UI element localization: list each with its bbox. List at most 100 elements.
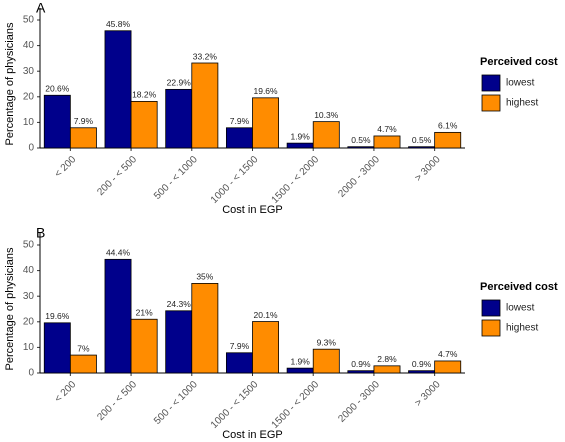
legend-label: highest [506, 98, 538, 109]
data-label: 20.6% [45, 84, 70, 94]
data-label: 44.4% [106, 248, 131, 258]
bar [191, 62, 219, 149]
chart-panel: A Percentage of physicians Cost in EGP 0 10 2… [4, 0, 558, 216]
x-tick-label: < 200 [53, 154, 79, 180]
legend-title: Perceived cost [480, 56, 558, 68]
bar [286, 367, 314, 374]
y-tick-label: 40 [23, 265, 35, 276]
legend-title: Perceived cost [480, 281, 558, 293]
legend-swatch [481, 319, 501, 337]
bar [43, 322, 71, 374]
y-tick-label: 20 [23, 316, 35, 327]
y-tick-label: 10 [23, 342, 35, 353]
data-label: 2.8% [377, 354, 397, 364]
data-label: 0.9% [351, 359, 371, 369]
x-tick-label: 1000 - < 1500 [209, 379, 261, 431]
bar [252, 321, 280, 374]
bar [408, 370, 436, 374]
bar [312, 121, 340, 149]
y-tick-label: 40 [23, 40, 35, 51]
y-axis-title: Percentage of physicians [4, 247, 16, 370]
x-tick-label: 500 - < 1000 [152, 154, 200, 202]
x-tick-label: 200 - < 500 [95, 379, 139, 423]
legend-swatch [481, 74, 501, 92]
data-label: 35% [196, 272, 213, 282]
bar [165, 88, 193, 149]
bar [434, 360, 462, 374]
y-tick-label: 20 [23, 91, 35, 102]
bar [104, 258, 132, 374]
data-label: 4.7% [377, 124, 397, 134]
bar [373, 365, 401, 374]
bar [252, 97, 280, 149]
bar [408, 146, 436, 149]
bar [165, 310, 193, 374]
data-label: 19.6% [45, 311, 70, 321]
bar [312, 348, 340, 374]
data-label: 24.3% [167, 299, 192, 309]
chart-panel: B Percentage of physicians Cost in EGP 0 10 2… [4, 225, 558, 441]
x-tick-label: 500 - < 1000 [152, 379, 200, 427]
bar [104, 30, 132, 149]
data-label: 7.9% [74, 116, 94, 126]
legend-label: lowest [506, 303, 535, 314]
y-tick-label: 0 [28, 143, 34, 154]
data-label: 4.7% [438, 349, 458, 359]
y-tick-label: 0 [28, 368, 34, 379]
data-label: 19.6% [253, 86, 278, 96]
data-label: 1.9% [290, 356, 310, 366]
data-label: 9.3% [317, 337, 337, 347]
data-label: 7.9% [230, 116, 250, 126]
x-tick-label: 200 - < 500 [95, 154, 139, 198]
data-label: 6.1% [438, 121, 458, 131]
panel-label: A [36, 0, 46, 16]
bar [191, 283, 219, 374]
data-label: 22.9% [167, 78, 192, 88]
legend-swatch [481, 94, 501, 112]
data-label: 0.5% [351, 135, 371, 145]
x-axis-title: Cost in EGP [222, 204, 283, 216]
x-tick-label: 1000 - < 1500 [209, 154, 261, 206]
data-label: 1.9% [290, 131, 310, 141]
y-tick-label: 50 [23, 15, 35, 26]
legend-label: lowest [506, 78, 535, 89]
data-label: 7% [77, 343, 90, 353]
bar [225, 352, 253, 374]
y-tick-label: 10 [23, 117, 35, 128]
legend-swatch [481, 299, 501, 317]
data-label: 0.9% [412, 359, 432, 369]
x-tick-label: 1500 - < 2000 [270, 379, 322, 431]
x-tick-label: > 3000 [413, 154, 443, 184]
data-label: 0.5% [412, 135, 432, 145]
bar [69, 354, 97, 374]
x-axis-title: Cost in EGP [222, 429, 283, 441]
bar [434, 131, 462, 149]
bar [130, 318, 158, 374]
bar [347, 370, 375, 374]
data-label: 18.2% [132, 90, 157, 100]
bar [373, 135, 401, 149]
bar [69, 127, 97, 149]
data-label: 33.2% [193, 51, 218, 61]
bar [286, 142, 314, 149]
data-label: 7.9% [230, 341, 250, 351]
legend-label: highest [506, 323, 538, 334]
y-tick-label: 50 [23, 240, 35, 251]
x-tick-label: 2000 - 3000 [336, 379, 382, 425]
data-label: 21% [136, 307, 153, 317]
y-axis-title: Percentage of physicians [4, 22, 16, 145]
x-tick-label: > 3000 [413, 379, 443, 409]
data-label: 10.3% [314, 110, 339, 120]
x-tick-label: 1500 - < 2000 [270, 154, 322, 206]
data-label: 45.8% [106, 19, 131, 29]
bar [225, 127, 253, 149]
x-tick-label: 2000 - 3000 [336, 154, 382, 200]
y-tick-label: 30 [23, 66, 35, 77]
x-tick-label: < 200 [53, 379, 79, 405]
y-tick-label: 30 [23, 291, 35, 302]
data-label: 20.1% [253, 310, 278, 320]
panel-label: B [36, 225, 45, 241]
bar [43, 94, 71, 149]
bar [347, 146, 375, 149]
